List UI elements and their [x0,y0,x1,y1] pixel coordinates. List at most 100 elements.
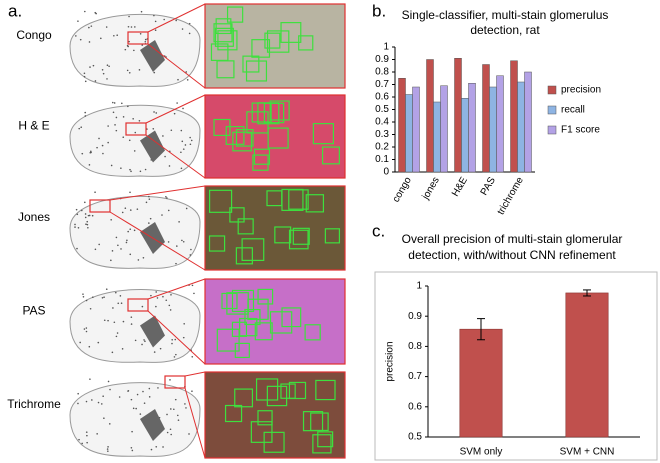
speckle [174,338,177,341]
speckle [92,64,95,67]
speckle [111,101,114,104]
detection-box [232,131,253,152]
speckle [126,69,129,72]
detection-box [250,421,273,443]
speckle [85,327,88,329]
speckle [176,414,179,417]
detection-box [241,238,265,261]
detection-box [269,100,290,121]
speckle [127,105,129,108]
speckle [165,299,168,302]
speckle [129,209,132,211]
bar [461,98,469,173]
speckle [168,165,171,167]
connector [147,43,206,89]
detection-box [280,383,296,399]
speckle [190,139,193,142]
bar [433,101,441,173]
medulla [140,315,165,348]
y-tick-label: 0.9 [375,54,389,65]
speckle [175,262,177,265]
stain-label: PAS [22,304,45,318]
speckle [94,248,97,251]
detection-box [210,43,229,61]
speckle [166,197,168,199]
speckle [84,213,87,215]
speckle [84,111,87,114]
detection-box [263,102,285,124]
speckle [163,18,165,21]
speckle [130,26,133,28]
speckle [148,396,151,398]
legend-label: recall [561,105,585,116]
speckle [127,25,130,28]
speckle [139,32,142,35]
stain-label: Congo [16,28,52,42]
speckle [153,351,156,353]
x-tick-label: congo [391,175,414,204]
connector [109,211,206,271]
speckle [109,388,111,391]
speckle [167,209,170,212]
y-tick-label: 0.8 [408,341,422,352]
plot-frame [374,271,658,461]
detection-box [237,218,254,235]
detection-box [234,388,254,408]
speckle [86,220,89,223]
speckle [126,44,129,47]
bar [517,81,525,173]
speckle [77,226,80,229]
speckle [87,214,90,217]
speckle [155,112,158,114]
speckle [182,240,185,243]
speckle [102,72,105,75]
speckle [131,430,133,433]
speckle [101,68,104,71]
speckle [106,448,109,450]
detection-box [229,207,245,223]
bar [468,83,476,173]
speckle [176,102,178,104]
speckle [144,168,147,171]
legend-label: precision [561,85,601,96]
zoom-image [204,94,346,179]
speckle [129,191,131,194]
speckle [85,299,88,302]
x-tick-label: trichrome [496,175,527,217]
speckle [107,125,109,127]
error-bar [477,318,485,341]
speckle [86,441,88,444]
speckle [85,431,88,433]
detection-box [324,228,341,244]
speckle [105,26,108,28]
connector [145,94,206,124]
detection-box [264,32,281,49]
speckle [120,302,123,305]
speckle [90,25,93,27]
speckle [83,328,86,330]
y-tick-label: 0.6 [375,92,389,103]
speckle [182,107,184,110]
speckle [120,248,122,250]
speckle [84,80,87,83]
speckle [128,72,131,74]
connector [145,134,206,179]
speckle [110,259,112,262]
speckle [155,445,158,448]
speckle [89,378,91,380]
speckle [112,307,114,309]
speckle [103,417,105,420]
speckle [185,71,188,73]
speckle [189,136,191,139]
speckle [91,214,94,217]
y-axis-label: precision [385,341,396,381]
x-tick-label: H&E [450,175,470,199]
speckle [114,291,117,294]
speckle [143,339,145,341]
y-tick-label: 0.7 [375,79,389,90]
speckle [97,341,100,344]
speckle [166,431,169,434]
speckle [96,146,98,149]
speckle [181,239,183,242]
bar [440,85,448,173]
